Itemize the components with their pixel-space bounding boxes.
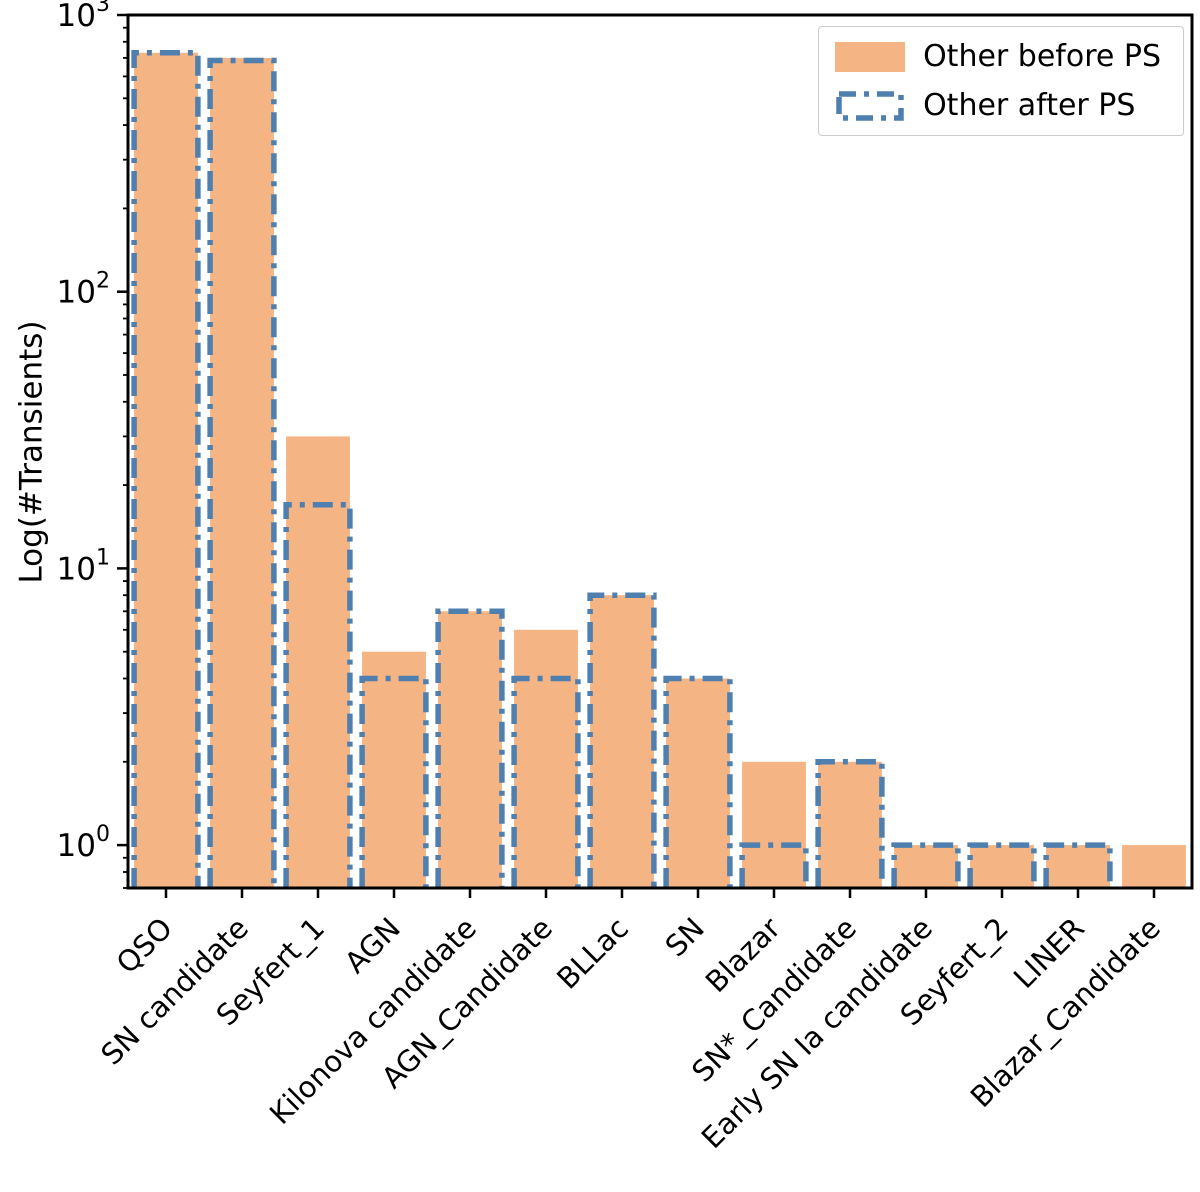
bar-before: [362, 651, 426, 888]
bar-before: [286, 436, 350, 888]
bar-after-outline: [663, 675, 733, 888]
legend-entry-after: Other after PS: [835, 88, 1161, 123]
y-tick-label: 100: [57, 822, 110, 864]
bar-before: [666, 678, 730, 888]
bar-after-outline: [815, 759, 885, 888]
bar-after-outline: [739, 842, 809, 888]
x-tick-label: SN: [659, 911, 711, 963]
legend-entry-before: Other before PS: [835, 39, 1161, 74]
y-tick-label: 103: [57, 0, 110, 34]
bar-after-outline: [435, 608, 505, 888]
bar-after-outline: [283, 501, 353, 888]
bars-before: [134, 52, 1186, 889]
bar-before: [970, 845, 1034, 888]
bar-before: [1046, 845, 1110, 888]
bar-after-outline: [967, 842, 1037, 888]
bar-after-outline: [891, 842, 961, 888]
legend-swatch-before: [835, 41, 906, 72]
bar-after-outline: [359, 675, 429, 888]
bar-after-outline: [131, 50, 201, 888]
bar-before: [1122, 845, 1186, 888]
legend-label-before: Other before PS: [923, 39, 1161, 74]
bar-after-outline: [511, 675, 581, 888]
x-tick-label: QSO: [110, 911, 179, 980]
bar-after-outline: [207, 57, 277, 888]
plot-border: [126, 13, 1194, 890]
y-tick-label: 102: [57, 269, 110, 311]
bar-before: [818, 761, 882, 888]
bar-after-outline: [587, 592, 657, 888]
legend-swatch-after: [836, 90, 904, 121]
legend-label-after: Other after PS: [923, 88, 1136, 123]
bar-before: [210, 57, 274, 888]
bar-before: [438, 611, 502, 888]
x-tick-label: BLLac: [550, 911, 635, 996]
y-major-ticks: 100 101 102 103: [57, 0, 128, 864]
bar-before: [894, 845, 958, 888]
bar-after-outline: [1043, 842, 1113, 888]
y-tick-label: 101: [57, 545, 110, 587]
bar-before: [742, 761, 806, 888]
bar-before: [590, 595, 654, 888]
bar-before: [514, 629, 578, 888]
bars-after-outline: [131, 50, 1113, 888]
bar-before: [134, 52, 198, 889]
x-tick-label: AGN: [338, 911, 407, 980]
legend: Other before PS Other after PS: [818, 26, 1184, 136]
